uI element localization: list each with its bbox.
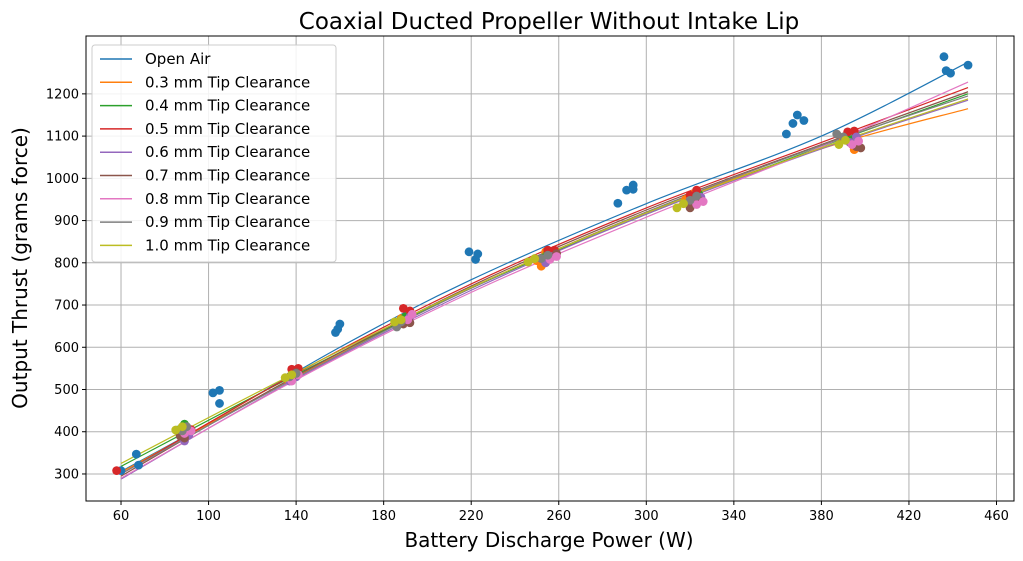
point-1-0-mm-tip-clearance <box>280 373 290 383</box>
point-open-air <box>464 247 474 257</box>
x-tick-label: 340 <box>721 509 746 524</box>
point-1-0-mm-tip-clearance <box>177 422 187 432</box>
y-tick-label: 1000 <box>46 172 79 187</box>
point-open-air <box>628 184 638 194</box>
point-open-air <box>939 52 949 62</box>
y-tick-label: 700 <box>54 299 79 314</box>
point-0-8-mm-tip-clearance <box>854 136 864 146</box>
point-1-0-mm-tip-clearance <box>834 140 844 149</box>
point-1-0-mm-tip-clearance <box>523 257 533 267</box>
legend-label-0-6-mm-tip-clearance: 0.6 mm Tip Clearance <box>145 143 310 161</box>
point-open-air <box>131 449 141 459</box>
plot-frame <box>85 35 1015 502</box>
x-tick-label: 260 <box>546 509 571 524</box>
x-axis-label: Battery Discharge Power (W) <box>404 528 693 552</box>
point-0-9-mm-tip-clearance <box>832 129 842 139</box>
point-0-9-mm-tip-clearance <box>685 195 695 205</box>
axis-ticks: 60 100 140 180 220 260 300 340 380 420 460 300 400 50… <box>46 87 1009 524</box>
legend-label-0-8-mm-tip-clearance: 0.8 mm Tip Clearance <box>145 190 310 208</box>
x-tick-label: 60 <box>113 509 130 524</box>
point-0-8-mm-tip-clearance <box>698 197 708 206</box>
y-tick-label: 1100 <box>46 130 79 145</box>
point-0-8-mm-tip-clearance <box>847 140 857 149</box>
point-0-8-mm-tip-clearance <box>692 200 702 209</box>
point-open-air <box>799 116 809 125</box>
y-tick-label: 500 <box>54 383 79 398</box>
point-0-7-mm-tip-clearance <box>685 203 695 213</box>
point-1-0-mm-tip-clearance <box>396 315 406 325</box>
point-1-0-mm-tip-clearance <box>672 203 682 213</box>
point-open-air <box>963 60 973 70</box>
point-open-air <box>134 460 143 470</box>
y-tick-label: 1200 <box>46 87 79 102</box>
legend-frame <box>91 44 337 263</box>
y-tick-label: 300 <box>54 467 79 482</box>
point-1-0-mm-tip-clearance <box>530 254 540 263</box>
legend-label-open-air: Open Air <box>145 50 211 68</box>
y-axis-label: Output Thrust (grams force) <box>8 127 32 409</box>
point-0-8-mm-tip-clearance <box>552 252 561 261</box>
y-tick-label: 400 <box>54 425 79 440</box>
legend-label-0-7-mm-tip-clearance: 0.7 mm Tip Clearance <box>145 167 310 185</box>
data-points <box>112 52 973 475</box>
legend-label-0-9-mm-tip-clearance: 0.9 mm Tip Clearance <box>145 213 310 231</box>
legend-label-0-3-mm-tip-clearance: 0.3 mm Tip Clearance <box>145 73 310 91</box>
point-open-air <box>215 385 224 395</box>
point-open-air <box>335 319 345 329</box>
x-tick-label: 460 <box>984 509 1009 524</box>
y-tick-label: 800 <box>54 256 79 271</box>
x-tick-label: 380 <box>809 509 834 524</box>
legend-label-0-5-mm-tip-clearance: 0.5 mm Tip Clearance <box>145 120 310 138</box>
point-open-air <box>613 198 623 208</box>
point-open-air <box>215 399 224 408</box>
point-0-7-mm-tip-clearance <box>856 143 866 153</box>
point-1-0-mm-tip-clearance <box>841 135 850 145</box>
y-tick-label: 600 <box>54 341 79 356</box>
point-0-9-mm-tip-clearance <box>543 250 553 260</box>
point-open-air <box>622 185 632 195</box>
point-open-air <box>788 119 798 128</box>
x-tick-label: 220 <box>459 509 484 524</box>
point-0-9-mm-tip-clearance <box>536 254 546 263</box>
point-open-air <box>781 129 791 139</box>
point-1-0-mm-tip-clearance <box>287 370 297 380</box>
x-tick-label: 300 <box>634 509 659 524</box>
point-0-8-mm-tip-clearance <box>407 309 417 319</box>
fit-line-0-5-mm-tip-clearance <box>120 86 969 475</box>
legend-label-1-0-mm-tip-clearance: 1.0 mm Tip Clearance <box>145 236 310 254</box>
x-tick-label: 100 <box>196 509 221 524</box>
point-open-air <box>946 68 955 78</box>
point-1-0-mm-tip-clearance <box>171 425 181 435</box>
legend: Open Air 0.3 mm Tip Clearance 0.4 mm Tip C… <box>91 44 337 263</box>
point-0-5-mm-tip-clearance <box>112 466 122 475</box>
x-tick-label: 420 <box>897 509 922 524</box>
y-tick-label: 900 <box>54 214 79 229</box>
chart-title: Coaxial Ducted Propeller Without Intake … <box>299 9 799 35</box>
point-1-0-mm-tip-clearance <box>679 199 688 209</box>
point-open-air <box>792 110 802 120</box>
point-open-air <box>473 249 483 259</box>
point-0-9-mm-tip-clearance <box>692 191 702 201</box>
legend-label-0-4-mm-tip-clearance: 0.4 mm Tip Clearance <box>145 97 310 115</box>
x-tick-label: 180 <box>371 509 396 524</box>
x-tick-label: 140 <box>284 509 309 524</box>
